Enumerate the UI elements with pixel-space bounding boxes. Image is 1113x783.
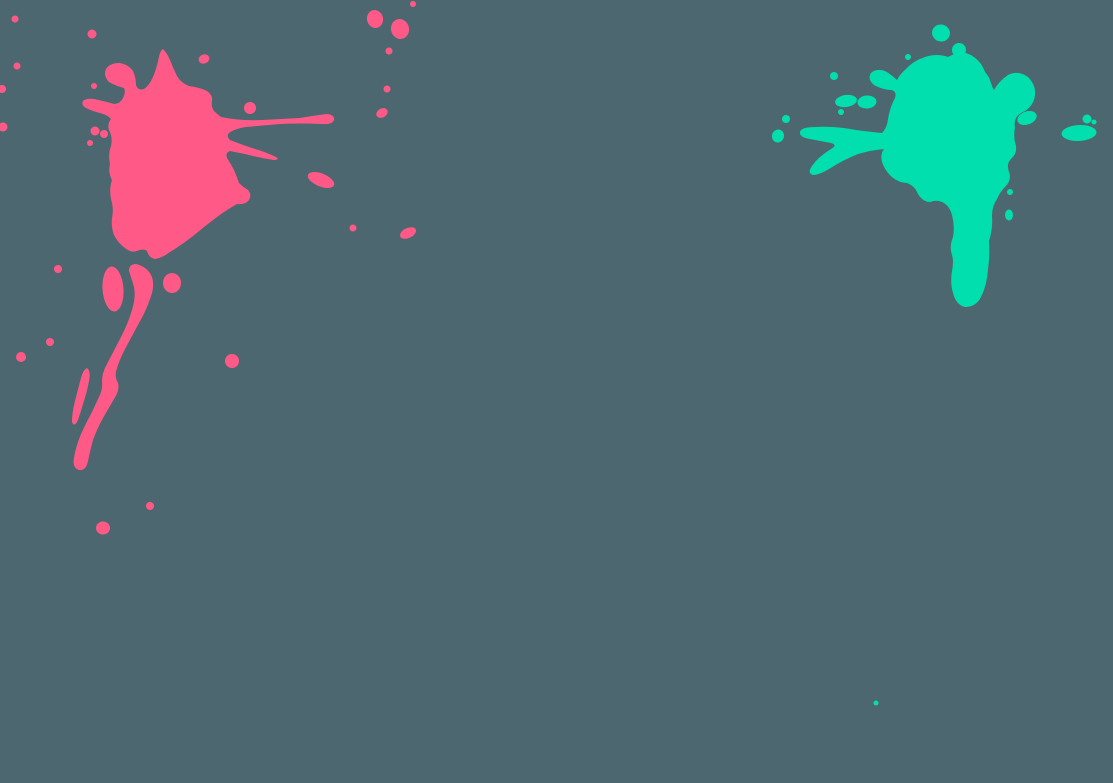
pink-droplet <box>383 85 391 93</box>
pink-droplet <box>376 108 388 118</box>
teal-droplet <box>873 700 879 706</box>
teal-droplet <box>1007 189 1013 195</box>
teal-droplet <box>782 115 790 123</box>
teal-paint-splatter <box>771 24 1097 706</box>
pink-droplet <box>96 521 110 535</box>
teal-main-blob <box>799 52 1036 308</box>
pink-droplet <box>100 130 108 138</box>
pink-droplet <box>198 54 210 64</box>
teal-droplet <box>830 72 838 80</box>
pink-droplet <box>366 10 384 28</box>
pink-droplet <box>91 83 97 89</box>
pink-droplet <box>13 62 21 70</box>
pink-droplet <box>0 122 8 132</box>
teal-droplet <box>905 54 911 60</box>
pink-droplet <box>54 265 62 273</box>
pink-droplet <box>385 47 393 55</box>
teal-droplet <box>952 43 966 57</box>
pink-droplet <box>46 338 54 346</box>
pink-droplet <box>163 273 181 293</box>
teal-droplet <box>1082 114 1092 124</box>
pink-ray-dash <box>307 172 335 188</box>
pink-droplet <box>87 140 93 146</box>
pink-droplet <box>11 15 19 23</box>
pink-paint-splatter <box>0 1 416 535</box>
pink-droplet <box>16 352 26 362</box>
pink-main-blob <box>82 49 335 259</box>
teal-droplet <box>857 95 877 109</box>
pink-droplet <box>90 126 100 136</box>
pink-droplet <box>225 354 239 368</box>
teal-droplet <box>1091 119 1097 125</box>
pink-droplet <box>349 224 357 232</box>
teal-droplet <box>838 109 844 115</box>
pink-droplet <box>244 102 256 114</box>
pink-drip-streak <box>73 264 154 471</box>
pink-droplet <box>400 227 416 239</box>
pink-droplet <box>390 19 410 39</box>
teal-droplet <box>1061 124 1097 142</box>
pink-droplet <box>87 29 97 39</box>
pink-droplet <box>410 1 416 7</box>
teal-droplet <box>1017 110 1037 126</box>
teal-droplet <box>932 24 950 42</box>
teal-droplet <box>835 94 857 108</box>
pink-droplet <box>0 85 6 93</box>
teal-droplet <box>771 129 785 143</box>
pink-droplet <box>146 502 154 510</box>
pink-drip-sliver <box>72 368 90 425</box>
pink-teardrop <box>102 266 124 312</box>
teal-droplet <box>1005 209 1013 221</box>
